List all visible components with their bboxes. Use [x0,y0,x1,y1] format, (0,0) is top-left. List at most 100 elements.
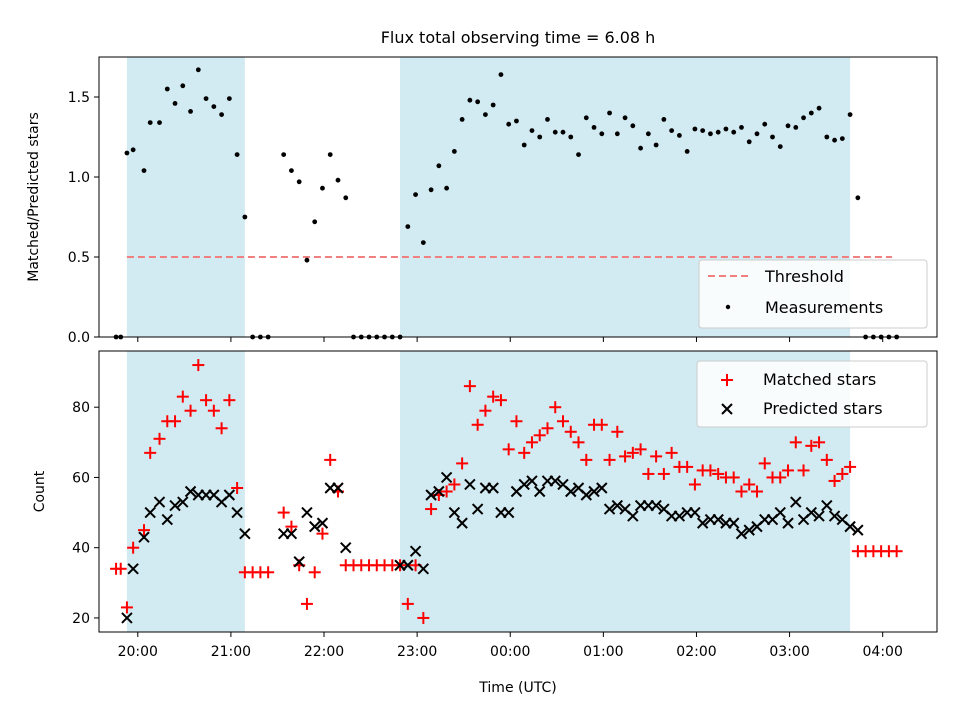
matched-star-marker [782,464,795,477]
predicted-marker-b [627,510,639,522]
measurement-point [444,185,450,191]
predicted-marker-b [409,545,422,557]
measurement-point [777,144,783,150]
matched-star-marker [681,460,694,473]
top-y-tick-label: 0.5 [68,250,90,266]
predicted-star-marker [603,503,616,515]
predicted-marker-b [852,524,864,536]
predicted-marker-b [805,506,818,519]
legend-predicted-label: Predicted stars [763,399,883,418]
predicted-star-marker [790,496,802,508]
bottom-y-tick-label: 60 [72,470,90,486]
top-y-tick-label: 1.0 [68,170,90,186]
matched-star-marker [169,415,182,428]
measurement-point [676,133,682,138]
matched-star-marker [184,404,197,417]
predicted-marker-b [316,517,329,529]
predicted-marker-b [603,503,616,515]
matched-star-marker [619,450,632,463]
predicted-star-marker [712,513,724,526]
matched-star-marker [525,436,538,449]
predicted-marker-b [417,563,430,575]
x-tick-label: 23:00 [397,644,437,660]
predicted-star-marker [696,517,709,529]
measurement-point [281,152,287,158]
matched-star-marker [502,443,515,456]
matched-star-marker [828,474,841,487]
top-x-ticks [137,337,884,342]
predicted-star-marker [821,499,833,512]
matched-star-marker [727,471,740,484]
predicted-star-marker [184,485,197,498]
predicted-star-marker [332,482,344,494]
matched-star-marker [704,464,717,477]
predicted-marker-b [619,503,631,515]
predicted-marker-b [153,496,166,508]
matched-star-marker [192,359,205,372]
matched-star-marker [138,524,151,537]
matched-star-marker [471,418,484,431]
matched-star-marker [262,566,275,579]
predicted-marker-b [144,506,156,519]
predicted-star-marker [534,485,546,498]
matched-star-marker [774,471,787,484]
predicted-star-marker [231,506,243,519]
predicted-star-marker [673,510,686,522]
predicted-marker-b [161,513,173,526]
matched-star-marker [518,446,531,459]
legend-predicted-swatch [721,403,733,415]
measurement-point [483,112,488,117]
measurement-point [289,168,294,174]
measurement-point [405,224,411,230]
matched-star-marker [789,436,802,449]
matched-star-marker [456,457,469,470]
measurement-point [413,192,418,198]
measurement-point [451,149,457,154]
predicted-star-marker [805,506,818,519]
measurement-point [521,142,527,148]
predicted-star-marker [309,520,321,533]
measurement-point [436,163,442,169]
predicted-marker-b [464,478,476,491]
matched-star-marker [510,415,523,428]
matched-star-marker [487,390,500,403]
matched-star-marker [750,485,763,498]
measurement-point [420,240,426,246]
predicted-marker-b [596,482,608,494]
predicted-marker-b [138,531,150,543]
predicted-star-marker [828,510,841,522]
measurement-point [141,168,147,174]
matched-star-marker [316,527,329,540]
predicted-marker-b [549,475,561,487]
measurement-point [560,129,566,135]
measurement-point [731,129,737,135]
measurement-point [591,125,597,130]
predicted-star-marker [471,503,484,515]
x-tick-label: 01:00 [583,644,623,660]
top-panel: 0.0 0.5 1.0 1.5 Matched/Predicted stars Thr… [26,56,938,346]
predicted-marker-b [712,513,724,526]
measurement-point [824,134,830,140]
measurement-point [124,150,130,156]
predicted-marker-b [425,489,437,501]
measurement-point [832,137,837,143]
predicted-star-marker [409,545,422,557]
measurement-point [653,142,659,148]
predicted-marker-b [572,482,585,494]
x-tick-label: 03:00 [769,644,809,660]
predicted-star-marker [144,506,156,519]
matched-star-marker [805,439,818,452]
predicted-marker-b [121,612,133,624]
matched-star-marker [657,467,670,480]
predicted-marker-b [223,489,236,501]
matched-star-marker [231,481,244,494]
measurement-point [692,126,698,132]
matched-star-marker [463,380,476,393]
predicted-marker-b [844,520,856,533]
bottom-y-ticks: 20 40 60 80 [72,400,99,627]
measurement-point [700,128,706,134]
predicted-marker-b [487,482,499,494]
matched-star-marker [127,541,140,554]
bottom-legend-box [696,360,928,428]
